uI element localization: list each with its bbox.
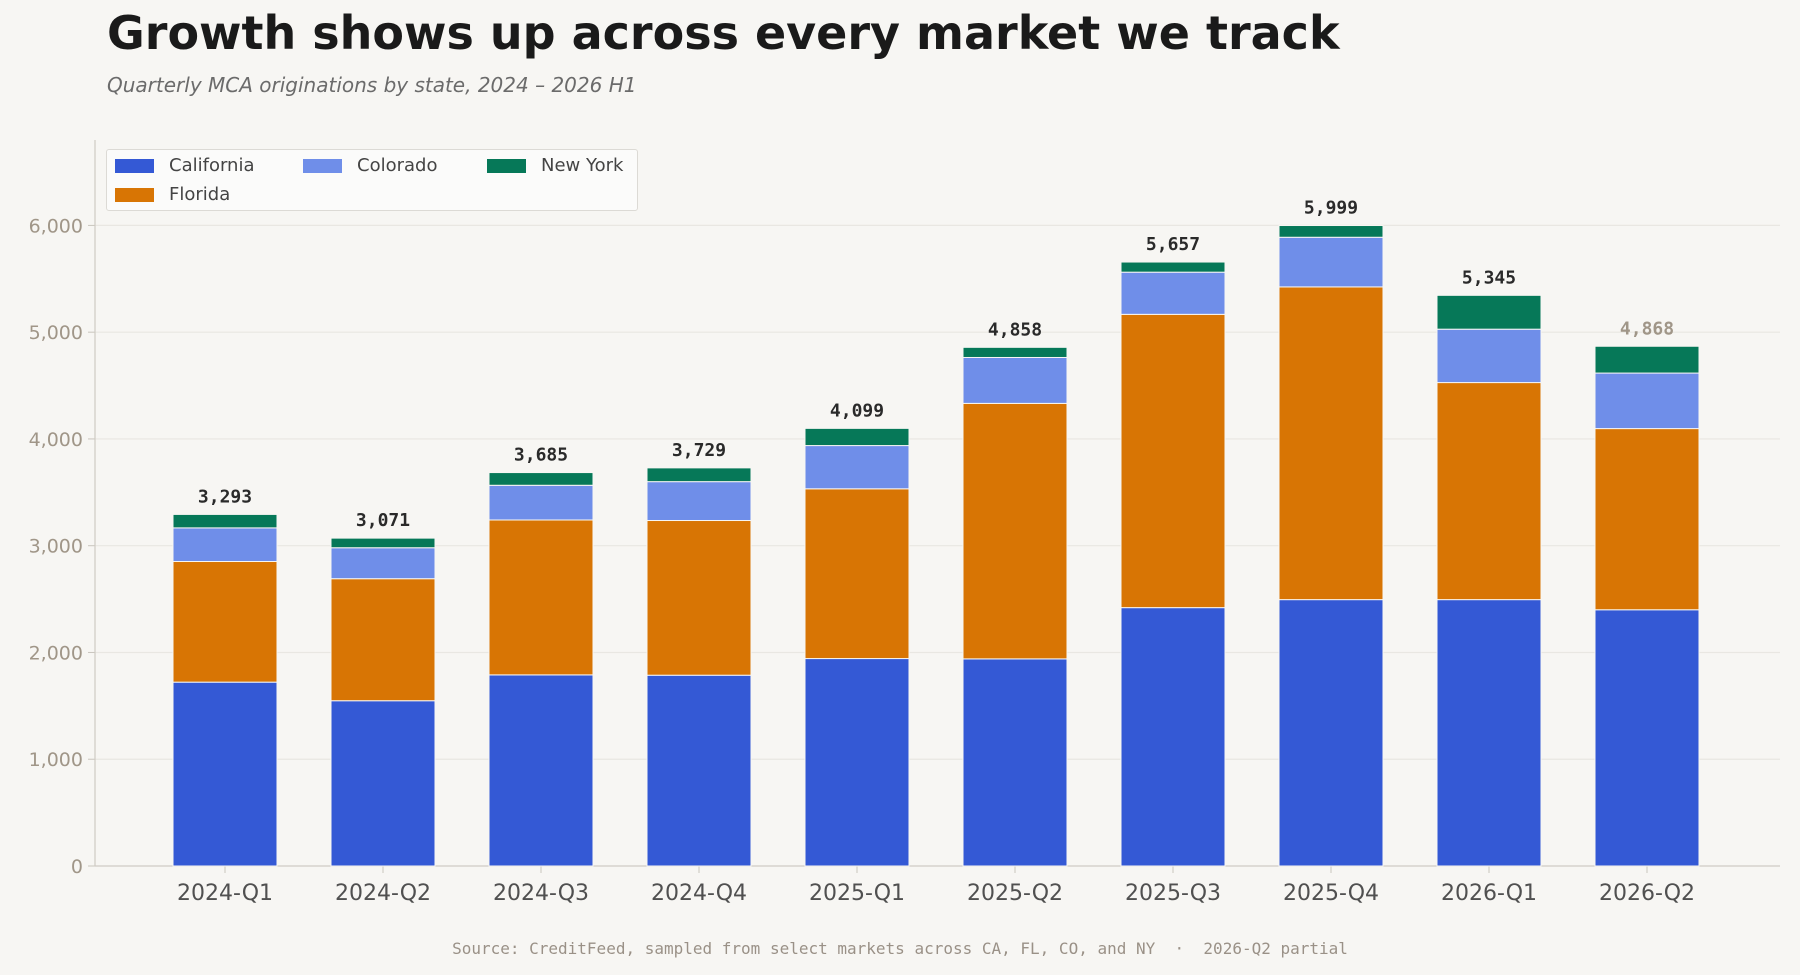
total-label: 4,868 bbox=[1620, 318, 1674, 339]
bar-segment-florida bbox=[172, 561, 278, 683]
x-tick-label: 2024-Q2 bbox=[335, 881, 431, 906]
chart-title: Growth shows up across every market we t… bbox=[107, 6, 1340, 60]
axes: 0 1,000 2,000 3,000 4,000 5,000 6,000 2024-Q1 20… bbox=[29, 140, 1780, 906]
bar-segment-florida bbox=[1278, 286, 1384, 601]
bar-segment-new-york bbox=[172, 513, 278, 529]
y-tick-label: 2,000 bbox=[29, 642, 83, 664]
bar-segment-colorado bbox=[1120, 271, 1226, 315]
total-label: 5,657 bbox=[1146, 234, 1200, 255]
total-label: 3,293 bbox=[198, 486, 252, 507]
bar-segment-california bbox=[962, 658, 1068, 867]
bar-segment-new-york bbox=[1436, 294, 1542, 330]
legend-item-california: California bbox=[115, 155, 254, 176]
bar-segment-california bbox=[1120, 607, 1226, 867]
x-tick-label: 2025-Q4 bbox=[1283, 881, 1379, 906]
y-tick-label: 4,000 bbox=[29, 429, 83, 451]
bar-segment-colorado bbox=[804, 445, 910, 490]
legend-swatch-california bbox=[115, 158, 154, 173]
bar-segment-california bbox=[804, 658, 910, 867]
x-tick-label: 2025-Q3 bbox=[1125, 881, 1221, 906]
legend-item-colorado: Colorado bbox=[303, 155, 437, 176]
y-tick-label: 5,000 bbox=[29, 322, 83, 344]
x-tick-label: 2024-Q3 bbox=[493, 881, 589, 906]
bar-segment-california bbox=[1436, 599, 1542, 867]
bar-segment-florida bbox=[962, 402, 1068, 660]
x-tick-label: 2026-Q1 bbox=[1441, 881, 1537, 906]
source-note: Source: CreditFeed, sampled from select … bbox=[452, 939, 1348, 958]
x-tick-label: 2025-Q2 bbox=[967, 881, 1063, 906]
legend-label-california: California bbox=[169, 155, 255, 176]
total-label: 3,729 bbox=[672, 440, 726, 461]
bar-segment-california bbox=[488, 674, 594, 867]
bar-segment-colorado bbox=[330, 547, 436, 580]
bar-segment-new-york bbox=[488, 472, 594, 486]
bar-segment-florida bbox=[646, 520, 752, 676]
bar-segment-california bbox=[646, 674, 752, 867]
legend-label-colorado: Colorado bbox=[357, 155, 438, 176]
legend-label-florida: Florida bbox=[169, 184, 231, 205]
total-label: 3,071 bbox=[356, 510, 410, 531]
bar-segment-florida bbox=[804, 488, 910, 660]
y-tick-label: 0 bbox=[71, 856, 83, 878]
legend-swatch-florida bbox=[115, 187, 154, 202]
bar-segment-colorado bbox=[962, 356, 1068, 404]
y-tick-label: 6,000 bbox=[29, 215, 83, 237]
legend-label-new-york: New York bbox=[541, 155, 624, 176]
total-label: 5,345 bbox=[1462, 267, 1516, 288]
bar-segment-colorado bbox=[1594, 372, 1700, 430]
x-tick-label: 2024-Q4 bbox=[651, 881, 747, 906]
bar-segment-colorado bbox=[1436, 328, 1542, 384]
bar-segment-colorado bbox=[646, 481, 752, 522]
bar-segment-florida bbox=[1436, 382, 1542, 601]
total-label: 5,999 bbox=[1304, 198, 1358, 219]
legend-item-new-york: New York bbox=[487, 155, 623, 176]
chart-subtitle: Quarterly MCA originations by state, 202… bbox=[107, 73, 637, 97]
legend-swatch-new-york bbox=[487, 158, 526, 173]
y-tick-label: 3,000 bbox=[29, 536, 83, 558]
bar-segment-new-york bbox=[962, 346, 1068, 358]
bar-segment-california bbox=[1594, 609, 1700, 867]
total-label: 4,858 bbox=[988, 319, 1042, 340]
legend-swatch-colorado bbox=[303, 158, 342, 173]
x-tick-label: 2024-Q1 bbox=[177, 881, 273, 906]
bar-segment-new-york bbox=[330, 537, 436, 549]
x-tick-label: 2025-Q1 bbox=[809, 881, 905, 906]
bar-segment-new-york bbox=[646, 467, 752, 483]
bar-segment-florida bbox=[330, 578, 436, 702]
y-tick-label: 1,000 bbox=[29, 749, 83, 771]
legend-item-florida: Florida bbox=[115, 184, 230, 205]
total-label: 3,685 bbox=[514, 445, 568, 466]
bar-segment-new-york bbox=[1594, 345, 1700, 374]
bar-segment-california bbox=[172, 681, 278, 867]
bar-segment-florida bbox=[1120, 313, 1226, 609]
bar-segment-california bbox=[330, 700, 436, 867]
bar-segment-colorado bbox=[488, 484, 594, 521]
total-label: 4,099 bbox=[830, 400, 884, 421]
bar-segment-colorado bbox=[172, 527, 278, 563]
bar-segment-new-york bbox=[1120, 261, 1226, 273]
bar-segment-new-york bbox=[1278, 225, 1384, 238]
x-tick-label: 2026-Q2 bbox=[1599, 881, 1695, 906]
bar-segment-california bbox=[1278, 599, 1384, 867]
bar-segment-new-york bbox=[804, 427, 910, 447]
bar-segment-florida bbox=[1594, 428, 1700, 611]
bar-segment-colorado bbox=[1278, 236, 1384, 288]
data-labels: 3,293 3,071 3,685 3,729 4,099 4,858 5,657 5,999… bbox=[198, 198, 1674, 532]
bars bbox=[172, 225, 1700, 867]
bar-segment-florida bbox=[488, 519, 594, 676]
legend: California Colorado New York Florida bbox=[106, 149, 638, 211]
